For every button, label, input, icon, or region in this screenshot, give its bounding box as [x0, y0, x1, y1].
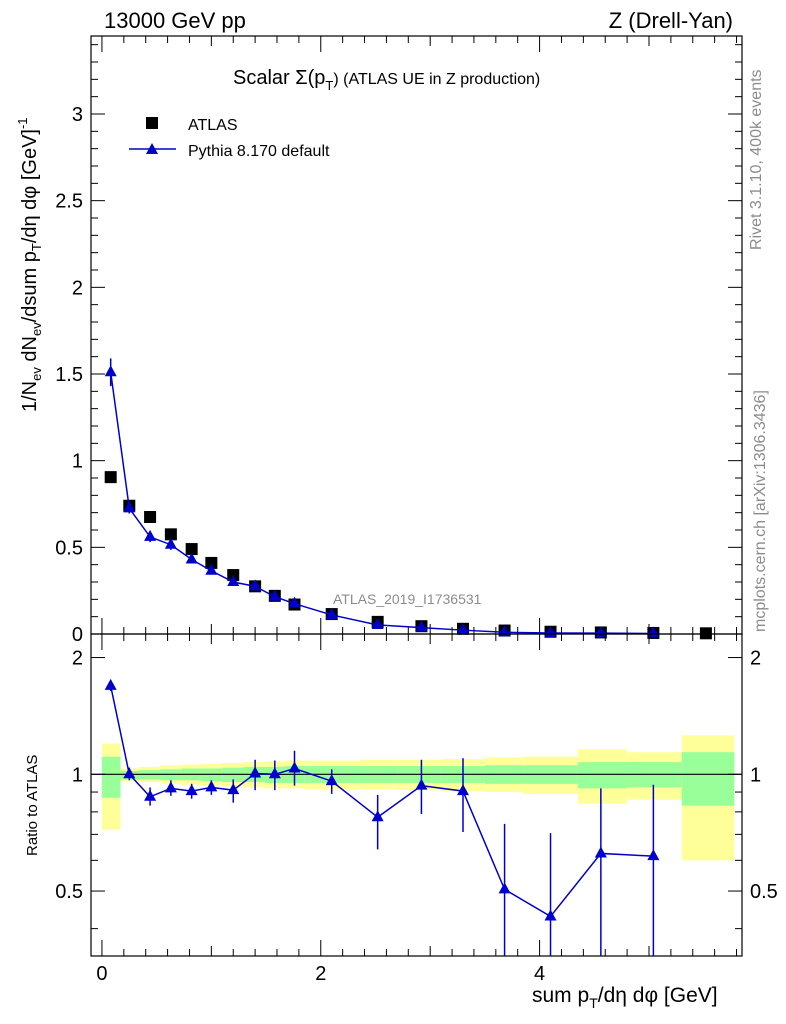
header-left: 13000 GeV pp	[104, 8, 246, 33]
mc-point	[123, 501, 136, 513]
ratio-point	[249, 766, 262, 778]
mc-point	[205, 563, 218, 575]
ratio-band-inner	[577, 762, 628, 789]
mc-point	[185, 552, 198, 564]
mc-point	[144, 529, 157, 541]
x-axis-label-pre: sum p	[532, 984, 589, 1007]
legend: ATLAS Pythia 8.170 default	[129, 117, 330, 160]
atlas-point	[104, 471, 117, 484]
mc-point	[227, 575, 240, 586]
ratio-point	[123, 767, 136, 779]
mc-point	[268, 589, 281, 601]
x-tick-label: 2	[315, 963, 326, 985]
ratio-ytick-label-left: 2	[72, 648, 83, 670]
ratio-point	[227, 783, 240, 795]
main-title: Scalar Σ(pT) (ATLAS UE in Z production)	[233, 67, 540, 93]
ratio-ytick-label-right: 1	[750, 764, 761, 786]
ratio-point	[268, 767, 281, 779]
ratio-point	[371, 810, 384, 822]
mc-point	[371, 617, 384, 629]
main-ytick-label: 1	[72, 451, 83, 473]
header-right: Z (Drell-Yan)	[609, 8, 733, 33]
main-ytick-label: 2	[72, 277, 83, 299]
ratio-ytick-label-right: 0.5	[750, 881, 778, 903]
x-axis-label-sub: T	[589, 995, 598, 1011]
main-ytick-label: 0.5	[55, 537, 83, 559]
main-plot: 0 0.5 1 1.5 2 2.5 3	[55, 35, 743, 646]
legend-mc-label: Pythia 8.170 default	[188, 143, 330, 160]
x-axis-label: sum pT/dη dφ [GeV]	[532, 984, 718, 1011]
atlas-point	[185, 543, 198, 556]
ratio-ytick-label-left: 0.5	[55, 881, 83, 903]
main-ytick-label: 0	[72, 624, 83, 646]
ratio-point	[205, 780, 218, 792]
analysis-watermark: ATLAS_2019_I1736531	[333, 591, 482, 607]
ratio-point	[647, 849, 660, 861]
mc-point	[249, 579, 262, 591]
ratio-point	[594, 846, 607, 858]
atlas-point	[164, 528, 177, 541]
mc-point	[415, 620, 428, 632]
ratio-point	[498, 882, 511, 894]
x-tick-label: 0	[96, 963, 107, 985]
atlas-point	[144, 511, 157, 523]
x-axis-label-post: /dη dφ [GeV]	[598, 984, 718, 1007]
main-ytick-label: 3	[72, 104, 83, 126]
mc-point	[288, 596, 301, 608]
ratio-line	[109, 685, 654, 918]
main-title-post: ) (ATLAS UE in Z production)	[333, 71, 540, 88]
main-ytick-label: 2.5	[55, 191, 83, 213]
ratio-point	[185, 784, 198, 796]
ratio-point	[164, 781, 177, 793]
mc-point	[325, 607, 338, 619]
ratio-point	[144, 789, 157, 801]
mc-point	[164, 537, 177, 549]
ratio-point	[325, 774, 338, 786]
ratio-point	[288, 761, 301, 773]
ratio-band-inner	[681, 752, 735, 806]
rivet-label: Rivet 3.1.10, 400k events	[748, 69, 765, 250]
mc-point	[647, 626, 660, 638]
atlas-point	[205, 556, 218, 569]
legend-atlas-label: ATLAS	[188, 117, 238, 134]
main-title-sub: T	[325, 78, 333, 93]
mc-line	[109, 372, 654, 635]
ratio-point	[415, 778, 428, 790]
atlas-point	[699, 627, 712, 640]
ratio-band-inner	[101, 756, 121, 798]
main-ylabel: 1/Nev dNev/dsum pT/dη dφ [GeV]-1	[15, 117, 44, 412]
ratio-frame	[90, 633, 743, 957]
mc-point	[104, 365, 117, 377]
ratio-ylabel: Ratio to ATLAS	[24, 755, 41, 856]
main-ytick-label: 1.5	[55, 364, 83, 386]
legend-mc-marker	[146, 143, 158, 154]
legend-atlas-marker	[146, 117, 158, 129]
main-title-pre: Scalar Σ(p	[233, 67, 325, 89]
ratio-point	[104, 678, 117, 690]
ratio-plot: 0 2 4 0.5 0.5 1 1 2 2	[55, 633, 778, 985]
ratio-ytick-label-left: 1	[72, 764, 83, 786]
ratio-ytick-label-right: 2	[750, 648, 761, 670]
source-label: mcplots.cern.ch [arXiv:1306.3436]	[752, 390, 769, 632]
ratio-point	[457, 784, 469, 796]
ratio-point	[544, 909, 557, 921]
mc-point	[457, 623, 469, 635]
x-tick-label: 4	[534, 963, 545, 985]
